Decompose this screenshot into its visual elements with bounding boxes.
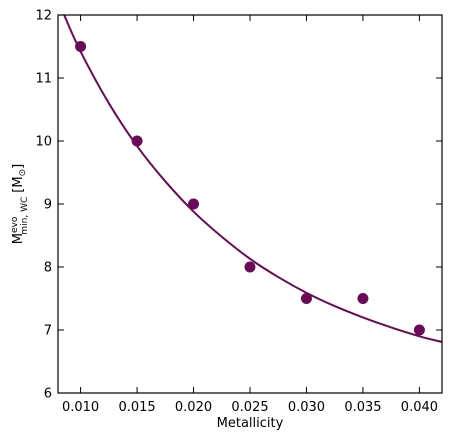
y-axis-label-unit-open: [M [11,176,26,192]
y-axis-label-unit-close: ] [11,164,26,169]
x-axis-label: Metallicity [217,416,284,431]
data-point [357,293,369,304]
y-tick-label: 7 [44,324,52,339]
plot-frame [57,14,443,394]
y-axis-label: Mevomin, WC [M⊙] [10,164,30,244]
ticks-layer: 0.010 0.015 0.020 0.025 0.030 0.035 0.040 6 7 8 9 1… [35,9,442,415]
data-point [413,324,425,336]
y-tick-label: 11 [35,72,52,87]
fit-curve-layer [63,15,442,343]
y-axis-label-unit-sym: ⊙ [18,169,28,177]
x-tick-label: 0.010 [62,400,99,415]
x-tick-label: 0.025 [231,400,268,415]
y-tick-label: 10 [35,135,52,150]
fit-curve-line [63,15,442,343]
y-axis-label-main: M [11,233,26,244]
y-axis-label-text: Mevomin, WC [M⊙] [10,164,30,244]
y-axis-label-sub: min, WC [20,197,30,235]
data-point [131,135,143,147]
y-tick-label: 9 [44,198,52,213]
data-point [244,261,256,273]
data-point [75,41,87,52]
y-tick-label: 8 [44,261,52,276]
x-tick-label: 0.030 [288,400,325,415]
data-points-layer [75,41,425,336]
data-point [188,198,200,210]
y-axis-label-sup: evo [10,216,20,233]
x-tick-label: 0.020 [175,400,212,415]
x-tick-label: 0.035 [344,400,381,415]
y-tick-label: 6 [44,387,52,402]
x-tick-label: 0.015 [118,400,155,415]
data-point [300,293,312,304]
x-tick-label: 0.040 [401,400,438,415]
y-tick-label: 12 [35,9,52,24]
